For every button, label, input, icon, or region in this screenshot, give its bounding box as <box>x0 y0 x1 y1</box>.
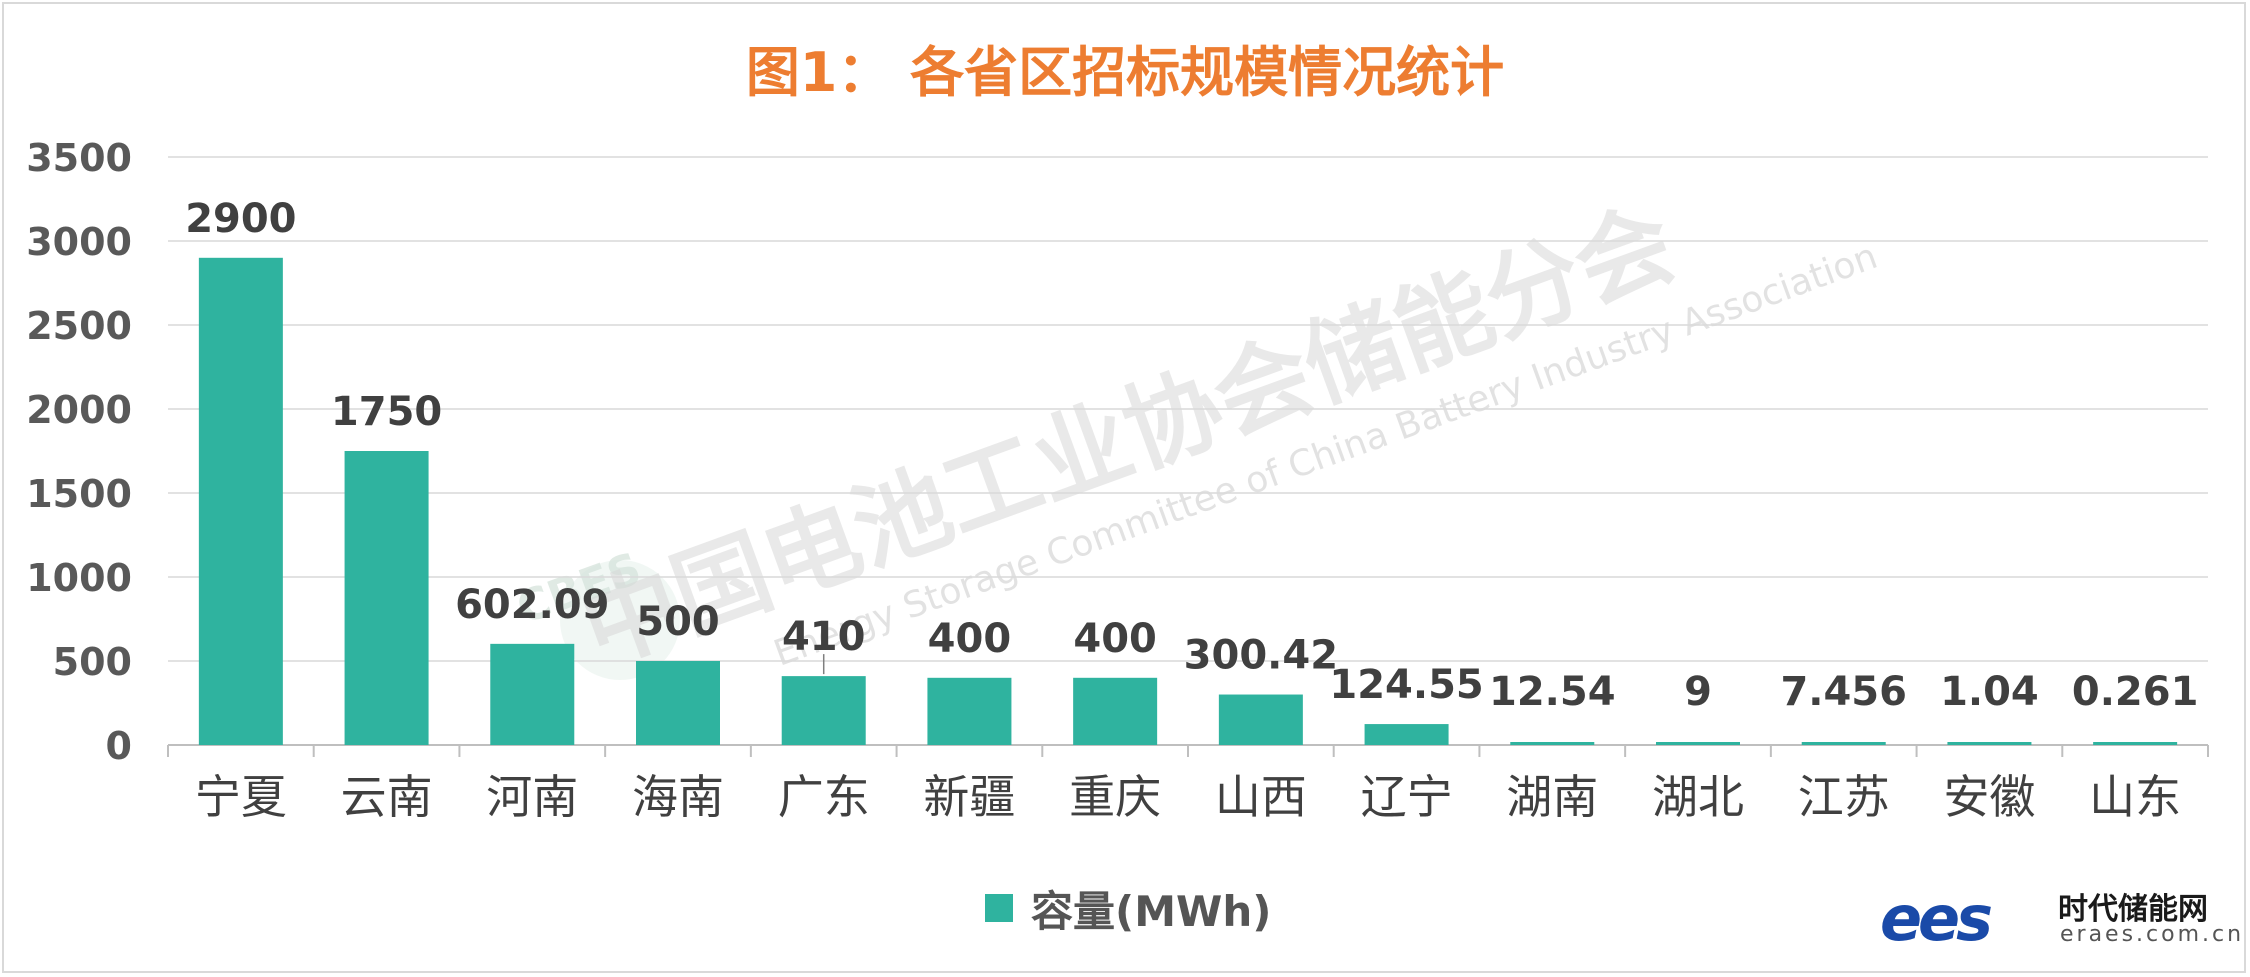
category-label: 重庆 <box>1069 770 1161 824</box>
bar <box>636 661 720 745</box>
category-label: 河南 <box>486 770 578 824</box>
bar <box>1947 742 2032 745</box>
category-label: 宁夏 <box>195 770 287 824</box>
legend-swatch <box>985 894 1013 922</box>
y-tick-label: 1000 <box>26 556 132 600</box>
y-tick-label: 3000 <box>26 220 132 264</box>
data-label: 410 <box>782 614 866 660</box>
y-tick-label: 1500 <box>26 472 132 516</box>
y-tick-label: 2000 <box>26 388 132 432</box>
category-label: 海南 <box>632 770 724 824</box>
data-label: 500 <box>636 599 720 645</box>
logo-name: 时代储能网 <box>2058 892 2208 927</box>
watermark-globe-icon <box>560 560 680 680</box>
category-label: 广东 <box>778 770 870 824</box>
data-label: 0.261 <box>2072 669 2199 715</box>
bar <box>1364 724 1449 745</box>
bar <box>1656 742 1740 745</box>
logo-mark: ees <box>1880 882 1993 955</box>
ees-logo[interactable]: ees 时代储能网 eraes.com.cn <box>1880 880 2241 955</box>
bar <box>1073 677 1158 745</box>
bar <box>1801 742 1886 745</box>
data-label: 602.09 <box>455 582 609 628</box>
category-label: 云南 <box>341 770 433 824</box>
bar <box>344 451 429 745</box>
category-label: 辽宁 <box>1361 770 1453 824</box>
data-label: 124.55 <box>1329 662 1483 708</box>
bar <box>927 677 1012 745</box>
bar <box>1218 694 1303 745</box>
category-label: 江苏 <box>1798 770 1890 824</box>
legend-label: 容量(MWh) <box>1031 886 1272 936</box>
legend: 容量(MWh) <box>985 878 1271 938</box>
y-tick-label: 0 <box>106 724 132 768</box>
bar <box>2093 742 2178 745</box>
chart-title: 图1： 各省区招标规模情况统计 <box>745 41 1505 104</box>
data-label: 12.54 <box>1489 669 1616 715</box>
data-label: 400 <box>1073 616 1157 662</box>
category-label: 新疆 <box>923 770 1015 824</box>
bar <box>781 676 866 745</box>
data-label: 300.42 <box>1184 633 1338 679</box>
y-tick-label: 3500 <box>26 136 132 180</box>
data-label: 7.456 <box>1780 669 1907 715</box>
bar <box>490 643 575 745</box>
data-label: 2900 <box>185 196 296 242</box>
data-label: 400 <box>928 616 1012 662</box>
data-label: 1750 <box>331 389 442 435</box>
bar <box>1510 742 1595 745</box>
data-label: 9 <box>1684 669 1712 715</box>
bar <box>198 257 283 745</box>
y-tick-label: 500 <box>53 640 132 684</box>
data-label: 1.04 <box>1940 669 2039 715</box>
category-label: 安徽 <box>1943 770 2035 824</box>
category-label: 湖北 <box>1652 770 1744 824</box>
category-label: 山东 <box>2089 770 2181 824</box>
category-label: 山西 <box>1215 770 1307 824</box>
logo-url: eraes.com.cn <box>2060 922 2245 947</box>
category-label: 湖南 <box>1506 770 1598 824</box>
y-tick-label: 2500 <box>26 304 132 348</box>
